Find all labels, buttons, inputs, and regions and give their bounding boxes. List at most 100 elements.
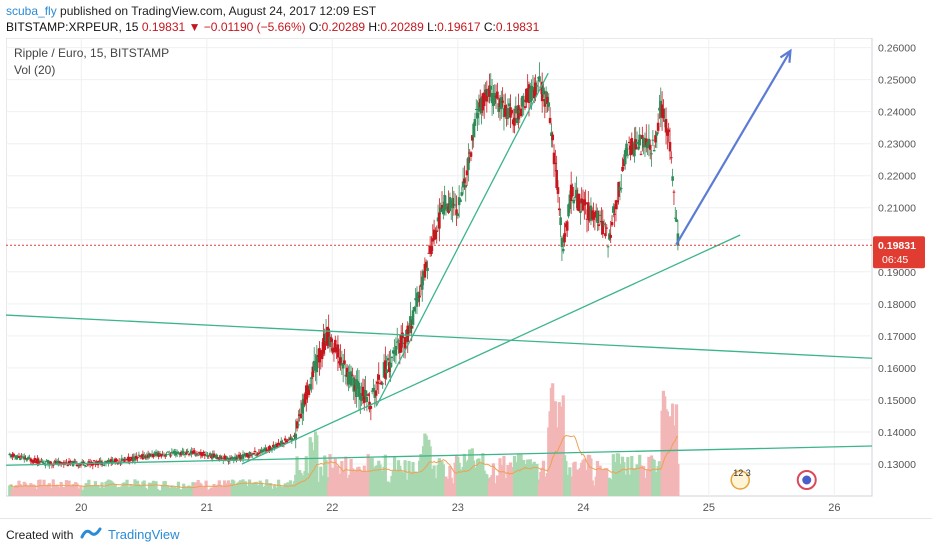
candle-body <box>529 88 532 103</box>
candle-body <box>540 82 544 102</box>
candle-body <box>673 217 677 219</box>
candle-body <box>608 233 611 240</box>
candle-body <box>145 455 149 459</box>
candle-body <box>675 219 678 222</box>
volume-bar <box>573 461 577 496</box>
candle-body <box>459 199 462 203</box>
candle-body <box>173 451 176 453</box>
candle-body <box>543 98 547 107</box>
chart-pane[interactable]: 0.13000 0.14000 0.15000 0.16000 0.17000 0.180… <box>5 37 926 518</box>
candle-body <box>142 455 146 459</box>
candle-body <box>177 452 180 454</box>
candle-body <box>51 464 55 466</box>
price-chart[interactable]: 0.13000 0.14000 0.15000 0.16000 0.17000 0.180… <box>5 37 926 518</box>
candle-body <box>373 390 377 398</box>
candle-body <box>390 357 394 359</box>
candle-body <box>244 453 247 457</box>
candle-body <box>319 352 323 358</box>
candle-body <box>134 455 138 459</box>
candle-body <box>161 454 164 456</box>
symbol-label[interactable]: BITSTAMP:XRPEUR, 15 <box>6 20 139 34</box>
candle-body <box>376 381 379 384</box>
candle-body <box>407 332 411 334</box>
candle-body <box>160 454 163 457</box>
current-price-label: 0.19831 <box>878 240 916 252</box>
candle-body <box>631 149 635 155</box>
candle-body <box>585 218 589 220</box>
volume-bar <box>204 480 208 496</box>
candle-body <box>381 383 385 385</box>
y-tick-label: 0.17000 <box>878 331 916 343</box>
candle-body <box>25 458 29 461</box>
candle-body <box>633 141 636 157</box>
plot-frame <box>5 37 873 497</box>
candle-body <box>601 221 605 235</box>
publish-line: scuba_fly published on TradingView.com, … <box>6 4 376 18</box>
y-tick-label: 0.23000 <box>878 139 916 151</box>
candle-body <box>318 348 321 363</box>
candle-body <box>140 455 143 457</box>
candle-body <box>195 453 199 455</box>
tradingview-brand[interactable]: TradingView <box>108 527 180 542</box>
candle-body <box>59 462 63 464</box>
trendline <box>375 72 549 407</box>
candle-body <box>355 379 358 397</box>
candle-body <box>316 354 320 357</box>
volume-bar <box>462 453 467 496</box>
candle-body <box>235 458 238 460</box>
volume-bar <box>151 480 156 496</box>
candle-body <box>123 459 126 462</box>
close-label: C: <box>483 20 496 34</box>
candle-body <box>419 284 423 287</box>
candle-body <box>55 461 59 465</box>
candle-body <box>356 380 359 389</box>
candle-body <box>79 464 83 466</box>
countdown-label: 06:45 <box>882 254 908 266</box>
trendline <box>241 234 741 465</box>
candle-body <box>175 451 179 454</box>
volume-bar <box>553 401 557 496</box>
volume-bar <box>278 485 282 496</box>
candle-body <box>349 371 353 386</box>
candle-body <box>581 199 585 211</box>
author-link[interactable]: scuba_fly <box>6 4 57 18</box>
candle-body <box>189 452 192 454</box>
candle-body <box>167 453 171 455</box>
candle-body <box>507 103 511 107</box>
candle-body <box>535 85 539 87</box>
candle-body <box>190 451 193 455</box>
candle-body <box>642 137 645 148</box>
forecast-arrowhead <box>779 48 792 63</box>
volume-bar <box>100 482 104 496</box>
candle-body <box>406 325 410 342</box>
candle-body <box>74 461 77 463</box>
candle-body <box>597 224 601 226</box>
candle-body <box>270 447 274 450</box>
volume-bar <box>371 467 376 496</box>
candle-body <box>179 451 183 456</box>
x-tick-label: 26 <box>828 502 840 514</box>
candle-body <box>191 450 195 454</box>
candle-body <box>414 298 417 301</box>
candle-body <box>480 97 483 114</box>
price-change: −0.01190 (−5.66%) <box>203 20 306 34</box>
candle-body <box>108 461 112 464</box>
candle-body <box>158 453 162 456</box>
candle-body <box>237 454 241 457</box>
candle-body <box>596 210 599 224</box>
candle-body <box>268 446 271 450</box>
candle-body <box>625 143 628 155</box>
candle-body <box>289 437 292 440</box>
candle-body <box>359 392 362 400</box>
candle-body <box>552 152 556 165</box>
volume-bar <box>331 467 335 496</box>
candle-body <box>617 182 620 197</box>
candle-body <box>488 85 491 97</box>
candle-body <box>215 454 218 460</box>
high-value: 0.20289 <box>380 20 424 34</box>
trendline <box>5 314 873 359</box>
candle-body <box>162 454 166 456</box>
candle-body <box>550 132 553 137</box>
candle-body <box>21 456 25 458</box>
y-tick-label: 0.14000 <box>878 427 916 439</box>
